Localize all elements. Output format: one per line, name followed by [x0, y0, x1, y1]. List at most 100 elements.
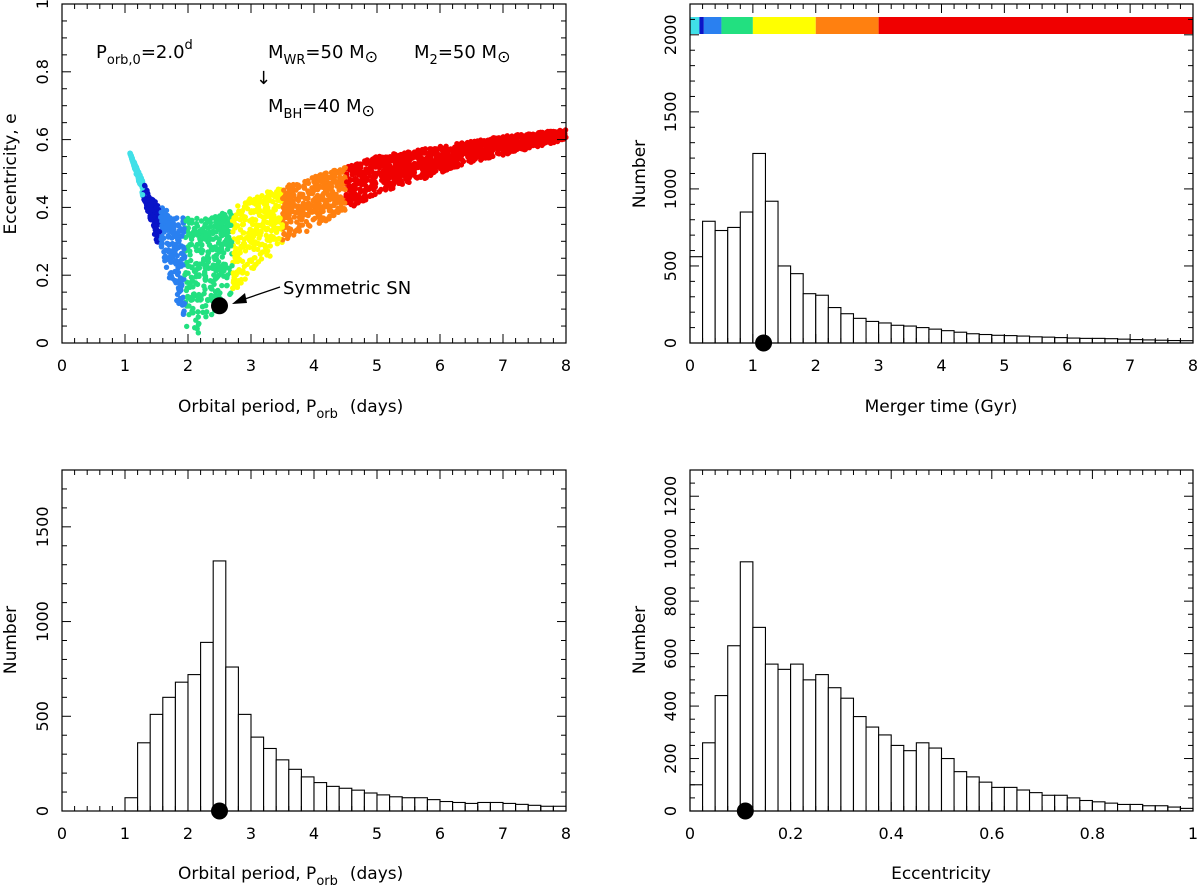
a-point: [187, 252, 193, 258]
a-point: [276, 235, 282, 242]
b-bar: [978, 333, 993, 344]
a-point: [251, 243, 257, 249]
b-strip-green: [721, 17, 753, 34]
a-point: [199, 242, 205, 248]
a-point: [239, 258, 246, 264]
a-point: [307, 204, 313, 210]
a-point: [319, 174, 325, 180]
d-bar: [1154, 805, 1169, 812]
a-point: [378, 186, 384, 193]
a-point: [189, 308, 195, 314]
a-point: [172, 268, 178, 275]
a-point: [336, 187, 342, 193]
c-xtick-label: 6: [435, 824, 445, 843]
c-bar: [212, 560, 227, 812]
a-point: [457, 150, 463, 157]
a-point: [149, 198, 155, 204]
d-bar: [1104, 802, 1119, 812]
a-point: [176, 228, 182, 234]
a-point: [540, 132, 547, 138]
a-point: [190, 284, 196, 290]
a-point: [218, 231, 224, 237]
a-point: [257, 251, 263, 257]
d-marker: [736, 802, 754, 820]
a-point: [229, 239, 235, 245]
a-point: [441, 168, 448, 174]
a-point: [196, 291, 202, 298]
a-point: [288, 195, 294, 202]
a-point: [134, 169, 140, 175]
a-point: [228, 290, 234, 296]
a-point: [128, 153, 134, 159]
b-bar: [890, 324, 905, 344]
a-point: [185, 225, 191, 231]
a-point: [224, 265, 230, 271]
b-bar: [953, 331, 968, 344]
a-point: [223, 241, 229, 247]
c-xtick-label: 0: [57, 824, 67, 843]
a-m2-sub: 2: [430, 53, 438, 68]
c-bar: [540, 805, 554, 812]
c-xlabel-main: Orbital period, P: [178, 864, 316, 884]
a-point: [289, 200, 296, 206]
b-bar: [1028, 336, 1043, 344]
panel-c-orbital-period: 0 1 2 3 4 5 6 7 8 0 500 1000 1500 Orbital period, Po…: [1, 469, 571, 888]
b-bar: [928, 328, 943, 344]
b-bar: [790, 273, 804, 344]
b-bar: [1066, 337, 1081, 344]
a-point: [235, 203, 241, 209]
b-bar: [991, 334, 1005, 344]
a-mwr-main: M: [268, 42, 284, 63]
a-point: [255, 259, 262, 265]
a-point: [177, 282, 183, 288]
a-point: [193, 220, 200, 227]
a-point: [428, 171, 434, 178]
a-point: [309, 185, 315, 191]
a-point: [368, 178, 375, 184]
a-point: [423, 174, 429, 181]
a-point: [241, 215, 247, 221]
a-point: [221, 225, 227, 232]
a-point: [159, 218, 165, 225]
a-xtick-label: 3: [246, 356, 256, 375]
a-point: [452, 144, 458, 150]
d-bar: [739, 561, 754, 812]
a-point: [154, 236, 160, 242]
d-bar: [865, 726, 880, 812]
d-bar: [915, 742, 930, 812]
a-point: [371, 161, 378, 167]
b-bar: [903, 325, 917, 344]
a-point: [139, 192, 146, 198]
c-axes: 0 1 2 3 4 5 6 7 8 0 500 1000 1500: [33, 469, 571, 843]
a-point: [335, 197, 342, 203]
c-bar: [162, 696, 176, 812]
a-point: [327, 181, 334, 187]
d-bar: [966, 776, 980, 812]
c-bar: [401, 797, 416, 812]
a-xlabel-unit: (days): [350, 397, 403, 417]
c-bar: [351, 789, 365, 812]
a-point: [186, 218, 192, 224]
d-xlabel: Eccentricity: [891, 864, 991, 884]
a-point: [344, 179, 350, 185]
a-point: [202, 216, 209, 222]
a-point: [168, 270, 174, 276]
a-point: [373, 180, 379, 187]
a-ytick-label: 0.4: [33, 195, 52, 220]
d-bar: [953, 771, 968, 812]
d-ytick-label: 400: [661, 691, 680, 722]
a-point: [209, 278, 215, 284]
d-bar: [802, 679, 817, 812]
d-bar: [978, 781, 993, 812]
a-point: [337, 167, 343, 173]
a-point: [177, 276, 183, 283]
b-ylabel: Number: [630, 140, 650, 208]
a-sn-label: Symmetric SN: [283, 278, 411, 299]
a-point: [398, 159, 404, 165]
b-bar: [752, 152, 766, 344]
c-bar: [338, 787, 353, 812]
a-point: [173, 261, 179, 267]
d-bar: [878, 734, 892, 812]
a-point: [253, 222, 260, 228]
